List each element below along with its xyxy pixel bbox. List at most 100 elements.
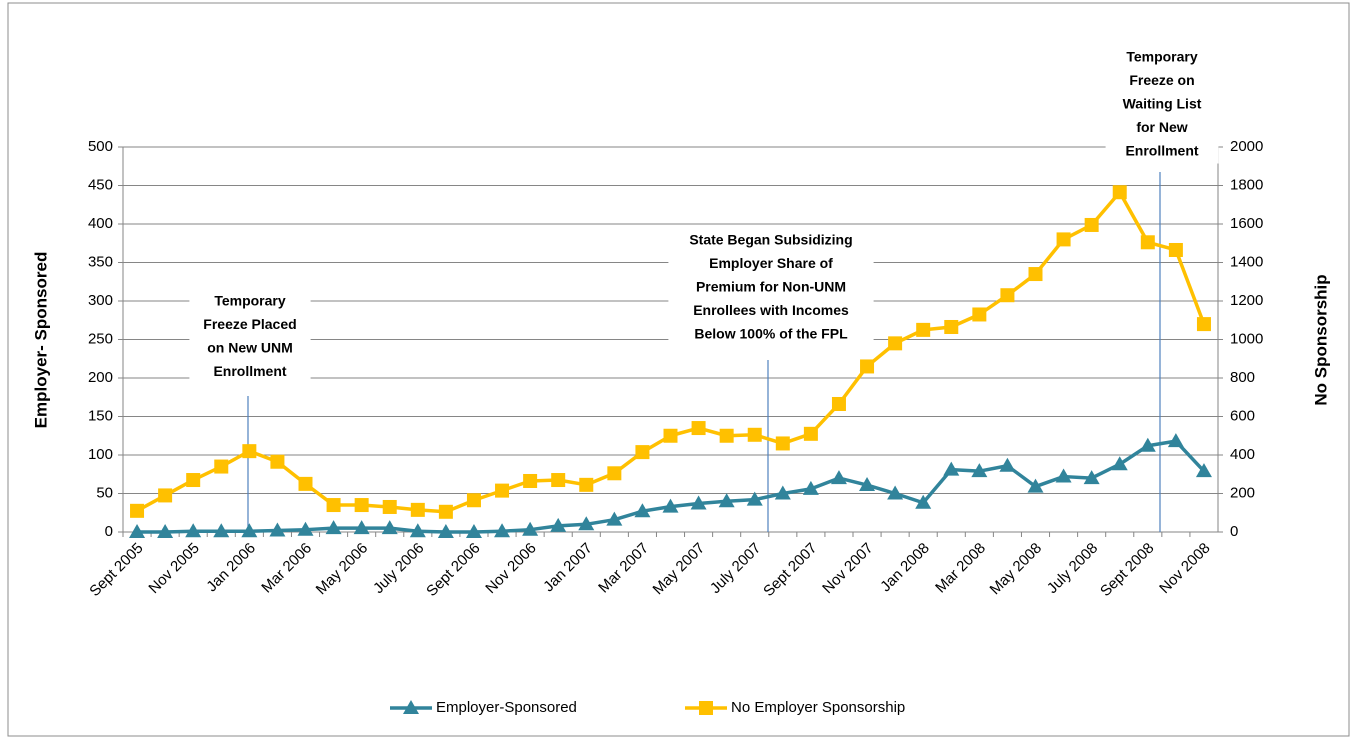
- data-point: [1084, 217, 1099, 232]
- data-point: [129, 524, 146, 538]
- data-point: [466, 493, 481, 508]
- annotation-text: Premium for Non-UNM: [696, 279, 846, 295]
- y2-tick-label: 200: [1230, 484, 1255, 501]
- data-point: [718, 493, 735, 508]
- data-point: [297, 521, 314, 536]
- y-tick-label: 50: [96, 484, 113, 501]
- annotation-text: Temporary: [1126, 49, 1198, 65]
- y2-tick-label: 1400: [1230, 253, 1263, 270]
- annotation-background: [1105, 46, 1219, 164]
- legend-label: Employer-Sponsored: [436, 699, 577, 716]
- data-point: [158, 488, 173, 503]
- data-point: [465, 524, 482, 538]
- data-point: [888, 336, 903, 351]
- data-point: [381, 520, 398, 535]
- data-point: [606, 511, 623, 526]
- y-tick-label: 500: [88, 138, 113, 155]
- data-point: [662, 498, 679, 513]
- data-point: [354, 498, 369, 513]
- annotation-text: Temporary: [214, 293, 286, 309]
- data-point: [410, 502, 425, 517]
- y-axis-title: Employer- Sponsored: [31, 252, 50, 429]
- y-tick-label: 400: [88, 215, 113, 232]
- data-point: [438, 504, 453, 519]
- data-point: [1055, 468, 1072, 483]
- data-point: [1056, 232, 1071, 247]
- y2-tick-label: 2000: [1230, 138, 1263, 155]
- data-point: [887, 485, 904, 500]
- annotation-text: Waiting List: [1123, 96, 1202, 112]
- data-point: [326, 498, 341, 513]
- annotation-text: on New UNM: [207, 340, 293, 356]
- data-point: [830, 470, 847, 485]
- data-point: [663, 428, 678, 443]
- annotation-text: Employer Share of: [709, 255, 833, 271]
- data-point: [522, 521, 539, 536]
- data-point: [803, 426, 818, 441]
- data-point: [719, 428, 734, 443]
- data-point: [494, 523, 511, 538]
- y2-tick-label: 1200: [1230, 292, 1263, 309]
- data-point: [746, 491, 763, 506]
- legend-marker: [699, 701, 713, 715]
- y-tick-label: 300: [88, 292, 113, 309]
- data-point: [916, 322, 931, 337]
- data-point: [1167, 433, 1184, 448]
- annotation-background: [668, 229, 874, 347]
- data-point: [972, 307, 987, 322]
- y2-tick-label: 1600: [1230, 215, 1263, 232]
- data-point: [831, 396, 846, 411]
- data-point: [1112, 185, 1127, 200]
- data-point: [270, 454, 285, 469]
- data-point: [213, 523, 230, 538]
- data-point: [999, 457, 1016, 472]
- annotation-text: Enrollment: [1125, 143, 1198, 159]
- y-tick-label: 100: [88, 446, 113, 463]
- data-point: [1168, 242, 1183, 257]
- data-point: [802, 480, 819, 495]
- y2-tick-label: 600: [1230, 407, 1255, 424]
- data-point: [186, 473, 201, 488]
- data-point: [1195, 463, 1212, 478]
- annotation-text: Freeze on: [1129, 72, 1194, 88]
- data-point: [971, 463, 988, 478]
- annotation-text: Enrollment: [213, 363, 286, 379]
- data-point: [691, 421, 706, 436]
- data-point: [690, 495, 707, 510]
- annotation-text: Freeze Placed: [203, 316, 296, 332]
- data-point: [634, 503, 651, 518]
- data-point: [1028, 267, 1043, 282]
- annotation-background: [189, 290, 311, 384]
- y2-tick-label: 1000: [1230, 330, 1263, 347]
- annotation-text: State Began Subsidizing: [689, 232, 852, 248]
- data-point: [437, 524, 454, 538]
- data-point: [943, 461, 960, 476]
- data-point: [1140, 235, 1155, 250]
- y-tick-label: 250: [88, 330, 113, 347]
- data-point: [944, 319, 959, 334]
- data-point: [130, 503, 145, 518]
- data-point: [1000, 288, 1015, 303]
- data-point: [860, 359, 875, 374]
- data-point: [298, 476, 313, 491]
- data-point: [242, 444, 257, 459]
- data-point: [915, 494, 932, 509]
- data-point: [185, 523, 202, 538]
- data-point: [775, 436, 790, 451]
- legend-marker: [403, 700, 419, 714]
- data-point: [1196, 317, 1211, 332]
- y2-axis-title: No Sponsorship: [1311, 274, 1330, 405]
- data-point: [774, 485, 791, 500]
- data-point: [550, 517, 567, 532]
- data-point: [1111, 456, 1128, 471]
- data-point: [353, 520, 370, 535]
- annotation-text: for New: [1136, 119, 1187, 135]
- data-point: [859, 477, 876, 492]
- data-point: [1027, 478, 1044, 493]
- data-point: [747, 427, 762, 442]
- data-point: [1139, 437, 1156, 452]
- data-point: [635, 445, 650, 460]
- data-point: [269, 522, 286, 537]
- y2-tick-label: 1800: [1230, 176, 1263, 193]
